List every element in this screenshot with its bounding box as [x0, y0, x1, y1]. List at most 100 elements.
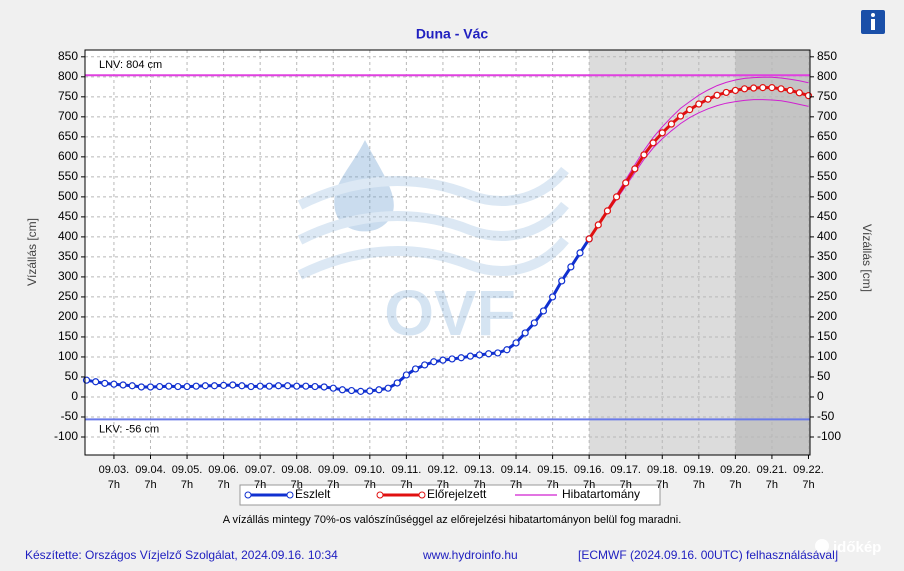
y-tick-label: 600	[58, 149, 78, 163]
data-point	[119, 381, 127, 389]
x-tick-date: 09.04.	[135, 464, 166, 476]
legend-marker	[286, 491, 294, 499]
y2-tick-label: 0	[817, 389, 824, 403]
data-point	[92, 378, 100, 386]
y2-tick-label: 400	[817, 229, 837, 243]
x-tick-date: 09.08.	[281, 464, 312, 476]
data-point	[329, 384, 337, 392]
data-point	[622, 179, 630, 187]
data-point	[338, 386, 347, 394]
data-point	[439, 356, 447, 364]
level-label: LNV: 804 cm	[99, 59, 162, 71]
data-point	[357, 387, 365, 395]
logo-wave	[297, 201, 569, 245]
data-point	[393, 379, 401, 387]
legend-marker	[418, 491, 426, 499]
data-point	[786, 86, 794, 95]
x-tick-date: 09.09.	[318, 464, 349, 476]
data-point	[283, 382, 292, 390]
y2-tick-label: 450	[817, 209, 837, 223]
y2-tick-label: 50	[817, 369, 831, 383]
data-point	[238, 382, 246, 390]
data-point	[293, 382, 301, 390]
x-tick-date: 09.14.	[501, 464, 532, 476]
data-point	[183, 382, 191, 391]
legend-box	[239, 484, 661, 506]
y-tick-label: 400	[58, 229, 78, 243]
data-point	[521, 329, 529, 337]
x-tick-hour: 7h	[327, 479, 339, 491]
y2-tick-label: 650	[817, 129, 837, 143]
x-tick-hour: 7h	[656, 479, 668, 491]
data-point	[777, 85, 785, 93]
data-point	[512, 339, 520, 347]
chart-title: Duna - Vác	[416, 26, 489, 42]
y2-tick-label: 500	[817, 189, 837, 203]
y2-tick-label: 100	[817, 349, 837, 363]
x-tick-date: 09.16.	[574, 464, 605, 476]
data-point	[686, 106, 694, 114]
y-axis-label: Vízállás [cm]	[25, 218, 39, 286]
data-point	[548, 293, 557, 301]
legend-label: Észlelt	[295, 486, 331, 501]
y-tick-label: 650	[58, 129, 78, 143]
x-tick-date: 09.12.	[428, 464, 459, 476]
y2-tick-label: 800	[817, 69, 837, 83]
brand: időkép	[833, 539, 881, 556]
x-tick-hour: 7h	[729, 479, 741, 491]
data-point	[146, 383, 155, 391]
y2-tick-label: -50	[817, 409, 835, 423]
x-tick-hour: 7h	[291, 479, 303, 491]
y2-tick-label: -100	[817, 429, 841, 443]
data-point	[731, 86, 739, 95]
data-point	[366, 387, 374, 395]
data-point	[192, 382, 200, 390]
x-tick-hour: 7h	[802, 479, 814, 491]
note: A vízállás mintegy 70%-os valószínűségge…	[223, 514, 682, 526]
legend-marker	[244, 491, 252, 499]
data-point	[174, 382, 182, 391]
y-tick-label: 300	[58, 269, 78, 283]
logo-wave	[297, 236, 569, 280]
data-point	[804, 92, 813, 100]
data-point	[649, 139, 657, 147]
y2-tick-label: 150	[817, 329, 837, 343]
data-point	[530, 319, 538, 327]
data-point	[220, 381, 228, 389]
x-tick-date: 09.10.	[355, 464, 386, 476]
data-point	[667, 120, 675, 128]
y-tick-label: 750	[58, 89, 78, 103]
y-tick-label: 150	[58, 329, 78, 343]
y-tick-label: 800	[58, 69, 78, 83]
data-point	[603, 207, 612, 215]
x-tick-hour: 7h	[144, 479, 156, 491]
y2-tick-label: 700	[817, 109, 837, 123]
data-point	[567, 263, 575, 271]
y-tick-label: 700	[58, 109, 78, 123]
y-tick-label: 350	[58, 249, 78, 263]
data-point	[448, 355, 456, 363]
y-tick-label: 0	[71, 389, 78, 403]
y2-tick-label: 200	[817, 309, 837, 323]
data-point	[631, 165, 639, 173]
data-point	[128, 382, 136, 390]
info-button[interactable]	[861, 10, 885, 34]
data-point	[137, 383, 145, 391]
footer-site[interactable]: www.hydroinfo.hu	[422, 548, 518, 562]
x-tick-hour: 7h	[217, 479, 229, 491]
data-point	[411, 365, 420, 373]
data-point	[347, 386, 356, 395]
x-tick-date: 09.03.	[99, 464, 130, 476]
data-point	[457, 354, 465, 362]
y-tick-label: 500	[58, 189, 78, 203]
data-point	[585, 235, 593, 243]
x-tick-hour: 7h	[546, 479, 558, 491]
data-point	[430, 358, 438, 366]
data-point	[759, 84, 767, 92]
data-point	[640, 151, 648, 159]
level-label: LKV: -56 cm	[99, 423, 159, 435]
x-tick-hour: 7h	[620, 479, 632, 491]
watermark-logo: OVF	[297, 140, 569, 349]
watermark-text: OVF	[384, 277, 516, 349]
data-point	[695, 100, 703, 108]
